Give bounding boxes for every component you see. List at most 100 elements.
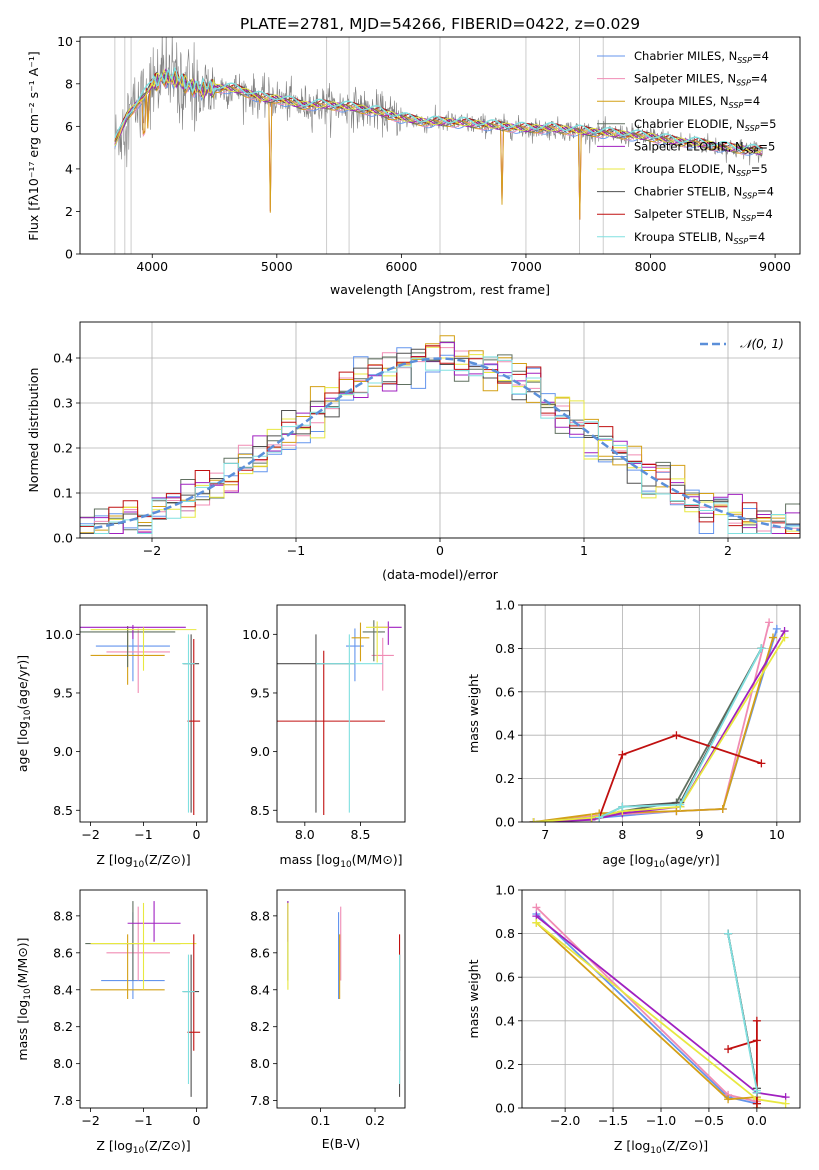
plot-area <box>277 620 402 815</box>
plot-area <box>114 37 763 254</box>
panel-spectrum: 4000 5000 6000 7000 8000 9000 0 2 4 6 8 10 Chabrier … <box>26 34 801 297</box>
x-tick-label: 0 <box>436 543 444 558</box>
legend-entry: Kroupa MILES, NSSP=4 <box>634 94 760 110</box>
y-tick-label: 0.0 <box>53 531 73 546</box>
x-tick-label: 8 <box>618 827 626 842</box>
weight-marker <box>676 800 685 809</box>
panel-mass-vs-Z: −2 −1 0 7.8 8.0 8.2 8.4 8.6 8.8 Z [log10(Z/Z⊙)] ma… <box>15 889 208 1156</box>
weight-series-line <box>598 647 763 819</box>
y-tick-label: 9.5 <box>53 685 73 700</box>
axes-frame <box>521 889 801 1109</box>
weight-marker <box>724 1095 733 1104</box>
spectrum-model-line <box>114 71 763 221</box>
y-tick-label: 8.2 <box>250 1019 270 1034</box>
weight-marker <box>772 624 781 633</box>
x-tick-label: 0.1 <box>311 1113 331 1128</box>
weight-marker <box>618 802 627 811</box>
legend-entry: Kroupa ELODIE, NSSP=5 <box>634 162 768 178</box>
x-tick-label: −2 <box>143 543 161 558</box>
y-tick-label: 8.4 <box>53 982 73 997</box>
weight-series-line <box>598 734 762 819</box>
weight-marker <box>529 818 538 822</box>
y-tick-label: 8.5 <box>53 803 73 818</box>
y-tick-label: 8.8 <box>53 908 73 923</box>
spectrum-model-line <box>114 66 763 151</box>
x-tick-label: 4000 <box>136 259 168 274</box>
weight-marker <box>532 918 541 927</box>
y-tick-label: 8.0 <box>53 1056 73 1071</box>
y-axis-label: age [log10(age/yr)] <box>15 655 33 772</box>
weight-series-line <box>598 647 763 819</box>
x-axis-label: Z [log10(Z/Z⊙)] <box>96 1138 190 1156</box>
weight-series-line <box>727 933 758 1093</box>
y-axis-label: Flux [fλ10⁻¹⁷ erg cm⁻² s⁻¹ A⁻¹] <box>26 51 41 240</box>
legend-entry: Salpeter STELIB, NSSP=4 <box>634 207 773 223</box>
spectrum-model-line <box>114 71 763 152</box>
weight-marker <box>724 1045 733 1054</box>
y-tick-label: 0.0 <box>495 815 515 830</box>
weight-marker <box>672 807 681 816</box>
weight-marker <box>765 618 774 627</box>
x-tick-label: 2 <box>724 543 732 558</box>
y-axis-label: mass weight <box>466 674 481 753</box>
weight-marker <box>781 1099 790 1108</box>
x-tick-label: −1 <box>134 827 152 842</box>
y-tick-label: 0.8 <box>495 641 515 656</box>
y-tick-label: 0 <box>65 247 73 262</box>
plot-area <box>80 624 201 815</box>
legend-entry: 𝒩(0, 1) <box>740 337 784 351</box>
histogram-step <box>80 356 800 534</box>
plot-area <box>80 322 800 538</box>
x-tick-label: 0.2 <box>365 1113 385 1128</box>
x-tick-label: 1 <box>580 543 588 558</box>
y-tick-label: 8.6 <box>53 945 73 960</box>
y-tick-label: 10.0 <box>45 627 73 642</box>
spectrum-data <box>114 37 763 168</box>
weight-marker <box>672 731 681 740</box>
x-tick-label: 7000 <box>510 259 542 274</box>
plot-area <box>522 605 800 822</box>
y-tick-label: 8.2 <box>53 1019 73 1034</box>
weight-series-line <box>535 906 758 1108</box>
y-tick-label: 8.8 <box>250 908 270 923</box>
figure-title: PLATE=2781, MJD=54266, FIBERID=0422, z=0… <box>240 15 640 33</box>
spectrum-model-line <box>114 68 763 154</box>
y-tick-label: 1.0 <box>495 598 515 613</box>
plot-area <box>85 901 201 1097</box>
legend: Chabrier MILES, NSSP=4 Salpeter MILES, NS… <box>597 49 776 246</box>
x-tick-label: −2.0 <box>550 1113 580 1128</box>
y-tick-label: 0.8 <box>495 926 515 941</box>
x-tick-label: −1.0 <box>646 1113 676 1128</box>
weight-marker <box>752 1036 761 1045</box>
axes-frame <box>79 604 208 823</box>
normal-curve <box>94 357 800 532</box>
x-tick-label: 9 <box>696 827 704 842</box>
panel-mass-vs-EBV: 0.1 0.2 7.8 8.0 8.2 8.4 8.6 8.8 E(B-V) <box>250 889 406 1151</box>
weight-marker <box>532 903 541 912</box>
y-tick-label: 9.5 <box>250 685 270 700</box>
weight-marker <box>587 813 596 822</box>
x-tick-label: 7 <box>541 827 549 842</box>
y-tick-label: 8.0 <box>250 1056 270 1071</box>
y-tick-label: 6 <box>65 119 73 134</box>
legend-entry: Salpeter MILES, NSSP=4 <box>634 72 768 88</box>
panel-residuals: −2 −1 0 1 2 0.0 0.1 0.2 0.3 0.4 𝒩(0, 1) (data-model… <box>26 321 801 582</box>
x-axis-label: E(B-V) <box>322 1136 361 1151</box>
axes-frame <box>276 889 406 1109</box>
x-tick-label: 0.0 <box>747 1113 767 1128</box>
weight-marker <box>780 633 789 642</box>
weight-series-line <box>533 622 770 822</box>
y-tick-label: 0.2 <box>495 771 515 786</box>
x-axis-label: mass [log10(M/M⊙)] <box>279 852 402 870</box>
y-axis-label: mass [log10(M/M⊙)] <box>15 937 33 1060</box>
legend-entry: Chabrier MILES, NSSP=4 <box>634 49 769 65</box>
y-tick-label: 0.2 <box>495 1057 515 1072</box>
panel-age-vs-mass: 8.0 8.5 8.5 9.0 9.5 10.0 mass [log10(M/M⊙)] <box>242 604 406 870</box>
y-tick-label: 0.4 <box>495 728 515 743</box>
y-tick-label: 8.6 <box>250 945 270 960</box>
weight-marker <box>768 633 777 642</box>
weight-marker <box>718 804 727 813</box>
y-tick-label: 8.4 <box>250 982 270 997</box>
y-tick-label: 1.0 <box>495 883 515 898</box>
